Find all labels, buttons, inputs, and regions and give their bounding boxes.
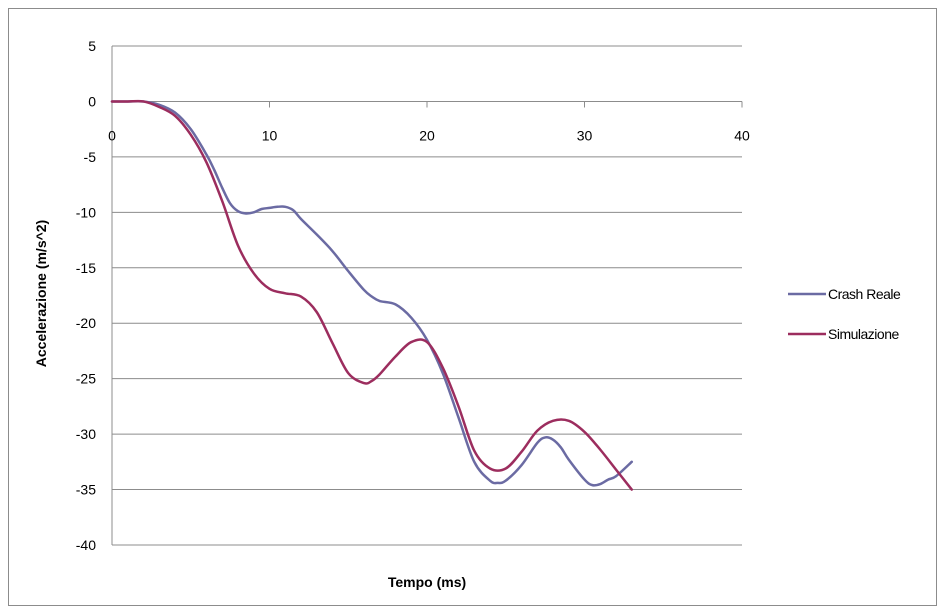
y-axis-title: Accelerazione (m/s^2) bbox=[33, 220, 49, 367]
series-lines bbox=[110, 99, 633, 491]
y-tick-label: -35 bbox=[76, 482, 96, 498]
gridlines bbox=[111, 45, 742, 546]
y-tick-label: -5 bbox=[84, 149, 97, 165]
legend-label-1: Simulazione bbox=[828, 326, 899, 342]
series-line-0 bbox=[110, 99, 633, 487]
y-axis-tick-labels: 5 0 -5 -10 -15 -20 -25 -30 -35 -40 bbox=[76, 38, 96, 553]
y-tick-label: -15 bbox=[76, 260, 96, 276]
legend-label-0: Crash Reale bbox=[828, 286, 901, 302]
y-tick-label: 0 bbox=[88, 93, 96, 109]
legend: Crash Reale Simulazione bbox=[788, 286, 902, 342]
x-tick-label: 10 bbox=[262, 127, 278, 143]
x-axis-title: Tempo (ms) bbox=[388, 574, 466, 590]
x-tick-label: 30 bbox=[577, 127, 593, 143]
y-tick-label: -10 bbox=[76, 204, 96, 220]
y-tick-label: 5 bbox=[88, 38, 96, 54]
y-tick-label: -30 bbox=[76, 426, 96, 442]
x-axis bbox=[111, 100, 743, 108]
x-tick-label: 40 bbox=[734, 127, 750, 143]
y-tick-label: -40 bbox=[76, 537, 96, 553]
series-line-1 bbox=[110, 99, 633, 491]
x-axis-tick-labels: 0 10 20 30 40 bbox=[108, 127, 750, 143]
y-tick-label: -20 bbox=[76, 315, 96, 331]
x-tick-label: 20 bbox=[419, 127, 435, 143]
y-tick-label: -25 bbox=[76, 371, 96, 387]
x-tick-label: 0 bbox=[108, 127, 116, 143]
